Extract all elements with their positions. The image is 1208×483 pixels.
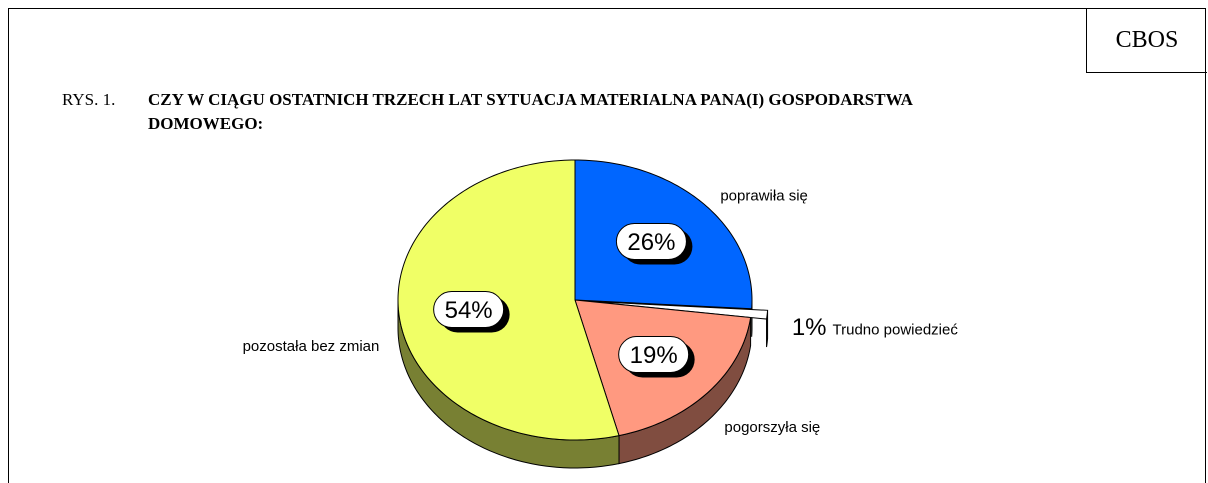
value-label: 54% (445, 297, 493, 324)
value-label: 19% (630, 342, 678, 369)
pie-slice (397, 159, 620, 441)
value-label-box (615, 222, 687, 260)
category-label: Trudno powiedzieć (833, 321, 959, 338)
category-label: pozostała bez zmian (243, 338, 380, 355)
figure-label: RYS. 1. (62, 90, 116, 109)
value-label-box (618, 336, 690, 374)
value-label-box (433, 291, 505, 329)
chart-title: CZY W CIĄGU OSTATNICH TRZECH LAT SYTUACJ… (148, 90, 913, 133)
badge: CBOS (1086, 8, 1207, 73)
title-block: RYS. 1. CZY W CIĄGU OSTATNICH TRZECH LAT… (62, 88, 948, 136)
value-label: 26% (627, 229, 675, 256)
category-label: poprawiła się (720, 187, 808, 204)
value-label: 1% (792, 314, 827, 341)
frame (8, 8, 1206, 483)
category-label: pogorszyła się (724, 419, 820, 436)
